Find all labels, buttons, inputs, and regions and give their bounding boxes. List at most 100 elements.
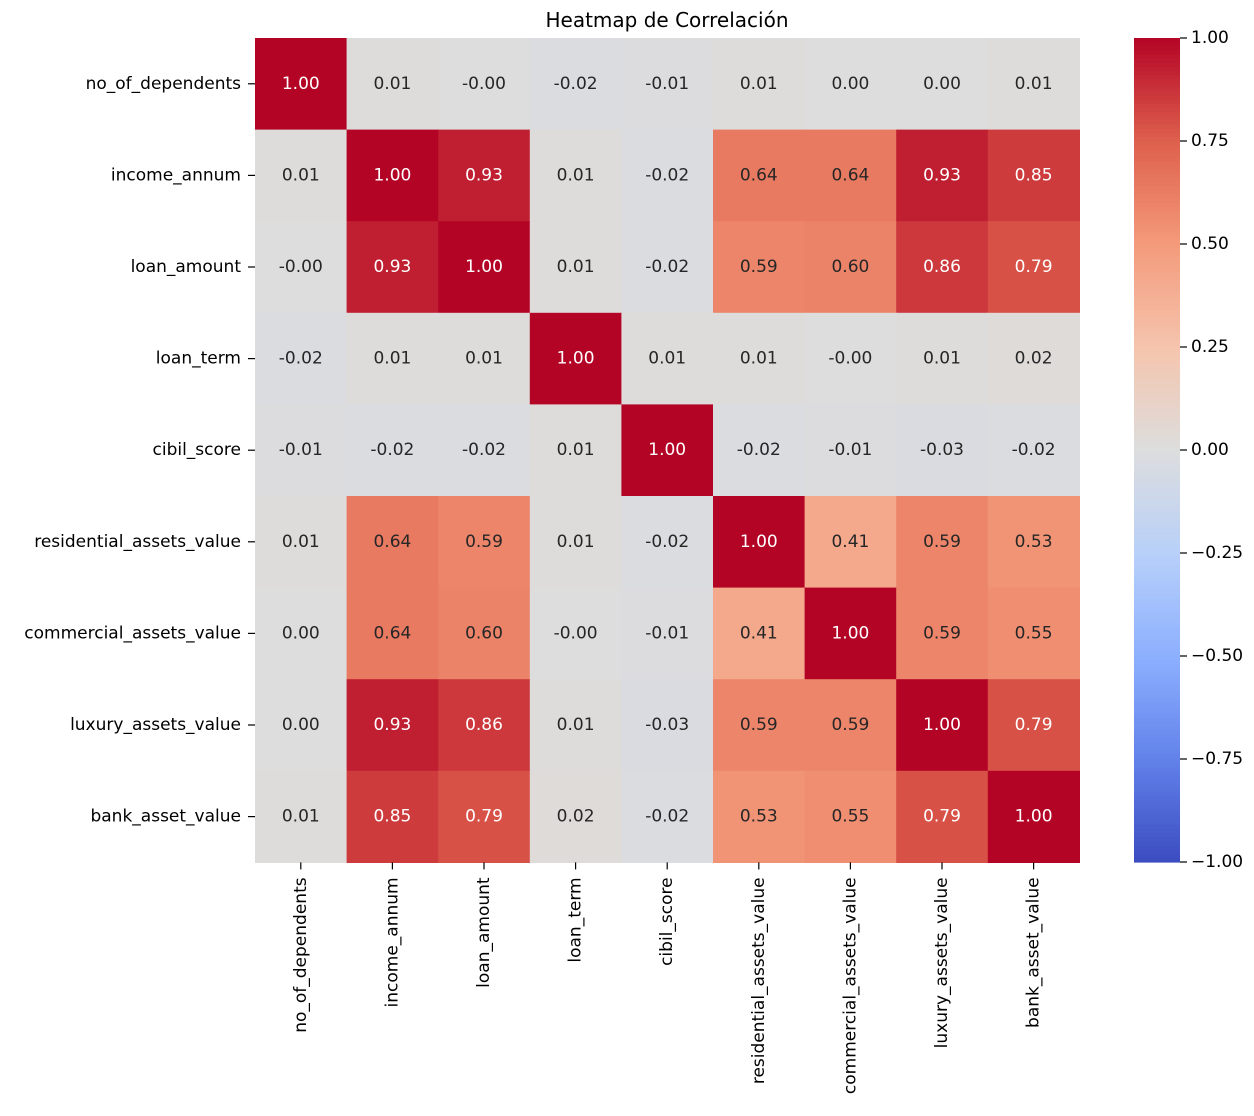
- heatmap-cell: [896, 221, 989, 314]
- row-tick-label: cibil_score: [153, 440, 242, 460]
- colorbar-band: [1134, 219, 1180, 224]
- heatmap-cell: [804, 38, 897, 131]
- colorbar-band: [1134, 557, 1180, 562]
- heatmap-cell: [896, 770, 989, 863]
- cell-annotation: 1.00: [1015, 807, 1053, 827]
- colorbar-band: [1134, 515, 1180, 521]
- cell-annotation: 1.00: [557, 349, 595, 369]
- heatmap-cell: [713, 221, 806, 314]
- colorbar-band: [1134, 178, 1180, 183]
- cell-annotation: 0.41: [740, 623, 778, 643]
- colorbar-band: [1134, 520, 1180, 525]
- column-tick-label: income_annum: [382, 877, 402, 1007]
- cell-annotation: 0.00: [831, 74, 869, 94]
- heatmap-cell: [804, 770, 897, 863]
- heatmap-cell: [438, 770, 531, 863]
- colorbar-band: [1134, 272, 1180, 278]
- colorbar-band: [1134, 190, 1180, 196]
- cell-annotation: -0.02: [462, 440, 506, 460]
- heatmap-cell: [346, 221, 439, 314]
- colorbar-band: [1134, 787, 1180, 793]
- cell-annotation: -0.01: [279, 440, 323, 460]
- colorbar-band: [1134, 709, 1180, 715]
- colorbar-band: [1134, 717, 1180, 723]
- colorbar-band: [1134, 796, 1180, 801]
- heatmap-cell: [987, 312, 1080, 405]
- heatmap-cell: [621, 679, 714, 772]
- cell-annotation: 0.01: [557, 532, 595, 552]
- heatmap-cell: [346, 404, 439, 497]
- heatmap-cell: [804, 496, 897, 589]
- colorbar-band: [1134, 441, 1180, 447]
- cell-annotation: 0.01: [648, 349, 686, 369]
- colorbar: 1.00 0.75 0.50 0.25 0.00 −0.25 −0.50 −0.75 −1.00: [1134, 28, 1243, 872]
- colorbar-band: [1134, 829, 1180, 834]
- colorbar-band: [1134, 643, 1180, 649]
- heatmap-cells: 1.00 0.01 -0.00 -0.02 -0.01 0.01 0.00 0.00 0.01 0…: [255, 38, 1080, 863]
- colorbar-band: [1134, 46, 1180, 51]
- colorbar-band: [1134, 206, 1180, 212]
- row-tick-label: no_of_dependents: [86, 74, 242, 94]
- colorbar-band: [1134, 639, 1180, 645]
- colorbar-band: [1134, 157, 1180, 163]
- colorbar-band: [1134, 421, 1180, 426]
- colorbar-band: [1134, 268, 1180, 274]
- colorbar-band: [1134, 771, 1180, 777]
- colorbar-band: [1134, 437, 1180, 443]
- colorbar-band: [1134, 103, 1180, 109]
- colorbar-band: [1134, 132, 1180, 138]
- cell-annotation: 1.00: [923, 715, 961, 735]
- cell-annotation: 0.53: [740, 807, 778, 827]
- heatmap-cell: [255, 404, 348, 497]
- cell-annotation: 0.55: [831, 807, 869, 827]
- colorbar-band: [1134, 581, 1180, 587]
- cell-annotation: 0.64: [740, 165, 778, 185]
- colorbar-band: [1134, 112, 1180, 117]
- column-tick-label: luxury_assets_value: [932, 877, 952, 1048]
- colorbar-band: [1134, 248, 1180, 253]
- colorbar-band: [1134, 726, 1180, 731]
- colorbar-band: [1134, 231, 1180, 237]
- colorbar-band: [1134, 342, 1180, 348]
- colorbar-band: [1134, 281, 1180, 286]
- colorbar-band: [1134, 536, 1180, 542]
- colorbar-band: [1134, 647, 1180, 653]
- heatmap-cell: [713, 404, 806, 497]
- colorbar-band: [1134, 62, 1180, 68]
- heatmap-cell: [438, 312, 531, 405]
- colorbar-band: [1134, 379, 1180, 385]
- cell-annotation: 0.64: [831, 165, 869, 185]
- colorbar-band: [1134, 392, 1180, 398]
- heatmap-cell: [804, 404, 897, 497]
- colorbar-band: [1134, 58, 1180, 64]
- cell-annotation: 0.41: [831, 532, 869, 552]
- colorbar-band: [1134, 363, 1180, 369]
- colorbar-band: [1134, 359, 1180, 365]
- colorbar-band: [1134, 79, 1180, 84]
- colorbar-tick-label: 0.50: [1191, 234, 1229, 254]
- colorbar-band: [1134, 750, 1180, 756]
- cell-annotation: -0.00: [828, 349, 872, 369]
- heatmap-cell: [713, 38, 806, 131]
- cell-annotation: 0.01: [740, 74, 778, 94]
- colorbar-band: [1134, 239, 1180, 245]
- column-tick-label: no_of_dependents: [291, 877, 311, 1033]
- colorbar-band: [1134, 75, 1180, 80]
- cell-annotation: 0.79: [923, 807, 961, 827]
- heatmap-cell: [255, 679, 348, 772]
- colorbar-band: [1134, 705, 1180, 711]
- colorbar-band: [1134, 627, 1180, 632]
- colorbar-band: [1134, 91, 1180, 97]
- heatmap-cell: [346, 129, 439, 222]
- heatmap-cell: [713, 587, 806, 680]
- heatmap-cell: [987, 221, 1080, 314]
- heatmap-cell: [987, 770, 1080, 863]
- heatmap-cell: [896, 129, 989, 222]
- column-tick-label: loan_term: [566, 877, 586, 962]
- cell-annotation: 0.01: [557, 715, 595, 735]
- colorbar-band: [1134, 684, 1180, 690]
- colorbar-band: [1134, 330, 1180, 336]
- colorbar-band: [1134, 688, 1180, 694]
- cell-annotation: 0.59: [831, 715, 869, 735]
